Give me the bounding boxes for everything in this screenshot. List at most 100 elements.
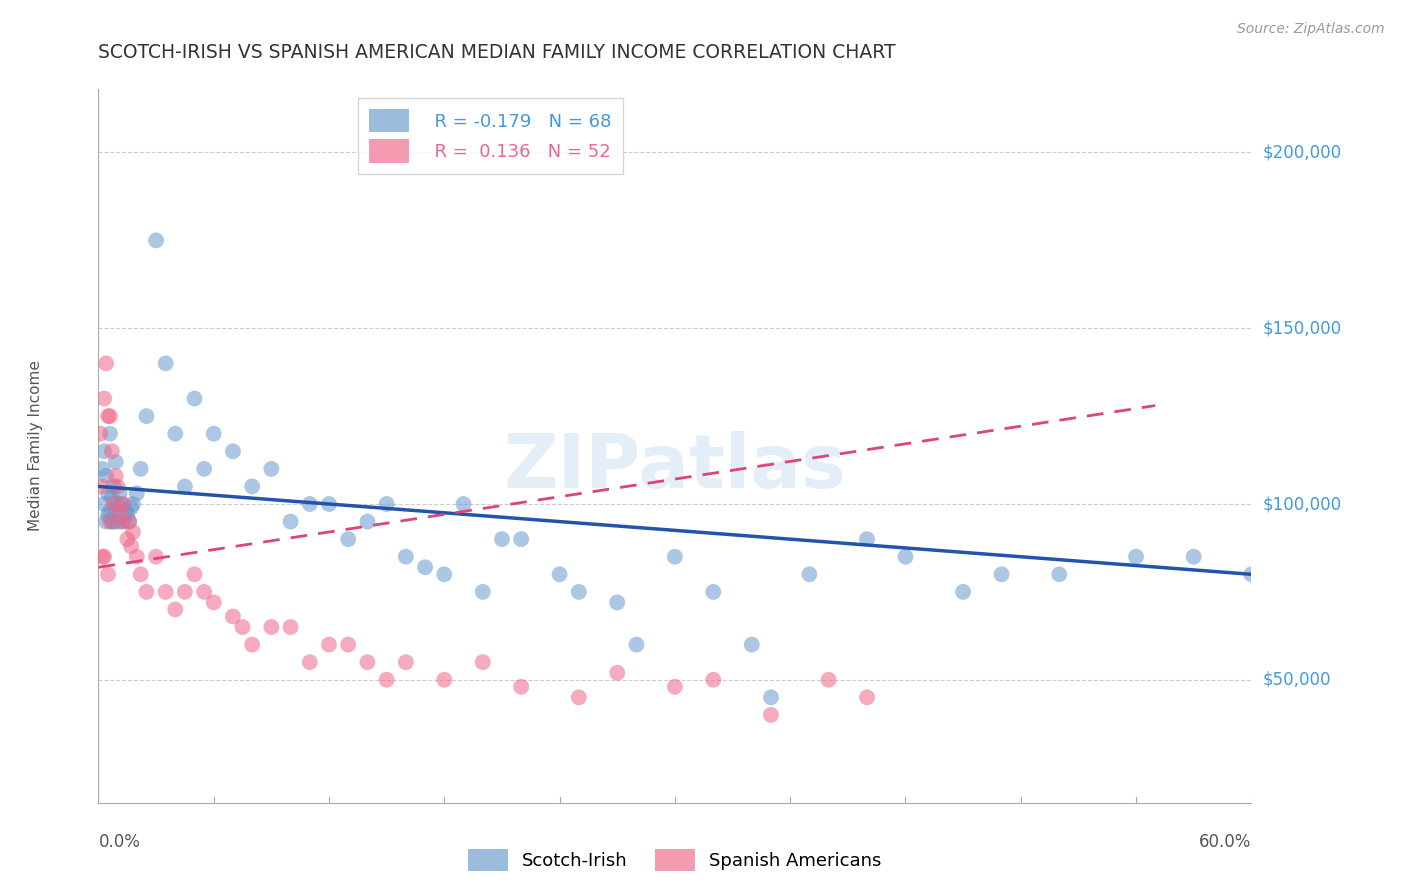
Point [122,525,145,540]
Point [94,515,117,529]
Point [120,539,142,553]
Point [471,585,494,599]
Point [165,602,187,616]
Text: SCOTCH-IRISH VS SPANISH AMERICAN MEDIAN FAMILY INCOME CORRELATION CHART: SCOTCH-IRISH VS SPANISH AMERICAN MEDIAN … [98,44,896,62]
Point [702,585,724,599]
Point [856,690,879,705]
Point [91,462,114,476]
Point [626,638,648,652]
Point [260,462,283,476]
Point [155,585,177,599]
Point [664,680,686,694]
Point [453,497,475,511]
Point [174,585,197,599]
Point [413,560,436,574]
Point [118,515,141,529]
Point [318,638,340,652]
Point [103,497,125,511]
Point [318,497,340,511]
Point [759,707,782,722]
Point [183,392,205,406]
Point [222,609,245,624]
Point [118,515,141,529]
Point [433,673,456,687]
Point [117,532,138,546]
Point [548,567,571,582]
Point [135,585,157,599]
Point [817,673,839,687]
Point [240,638,263,652]
Point [568,585,591,599]
Point [222,444,245,458]
Point [101,515,124,529]
Point [606,665,628,680]
Point [471,655,494,669]
Point [298,655,321,669]
Point [98,409,121,424]
Point [120,500,142,515]
Point [298,497,321,511]
Point [135,409,157,424]
Point [93,549,115,564]
Point [202,595,225,609]
Point [193,585,215,599]
Legend:   R = -0.179   N = 68,   R =  0.136   N = 52: R = -0.179 N = 68, R = 0.136 N = 52 [359,98,623,174]
Point [433,567,456,582]
Text: $50,000: $50,000 [1263,671,1331,689]
Text: $100,000: $100,000 [1263,495,1341,513]
Point [165,426,187,441]
Point [107,479,129,493]
Point [260,620,283,634]
Point [97,567,120,582]
Point [799,567,821,582]
Point [337,532,360,546]
Point [337,638,360,652]
Point [125,549,148,564]
Point [103,479,125,493]
Point [741,638,763,652]
Point [174,479,197,493]
Point [395,549,418,564]
Point [114,504,136,518]
Text: ZIPatlas: ZIPatlas [503,431,846,504]
Point [375,673,398,687]
Point [395,655,418,669]
Point [110,515,132,529]
Point [112,515,135,529]
Point [98,426,121,441]
Point [108,504,131,518]
Point [108,486,131,500]
Point [202,426,225,441]
Point [145,549,167,564]
Point [356,655,378,669]
Point [510,532,533,546]
Point [231,620,254,634]
Point [1047,567,1070,582]
Point [183,567,205,582]
Point [112,497,135,511]
Point [94,468,117,483]
Point [664,549,686,564]
Point [97,409,120,424]
Point [952,585,974,599]
Point [280,515,302,529]
Point [104,468,127,483]
Point [129,462,152,476]
Point [1125,549,1147,564]
Point [129,567,152,582]
Point [97,508,120,522]
Point [93,497,115,511]
Point [375,497,398,511]
Point [103,515,125,529]
Point [117,508,138,522]
Point [759,690,782,705]
Text: $200,000: $200,000 [1263,144,1341,161]
Point [94,356,117,370]
Point [990,567,1012,582]
Point [93,444,115,458]
Text: $150,000: $150,000 [1263,319,1341,337]
Text: 0.0%: 0.0% [98,833,141,851]
Point [702,673,724,687]
Point [101,490,124,504]
Point [280,620,302,634]
